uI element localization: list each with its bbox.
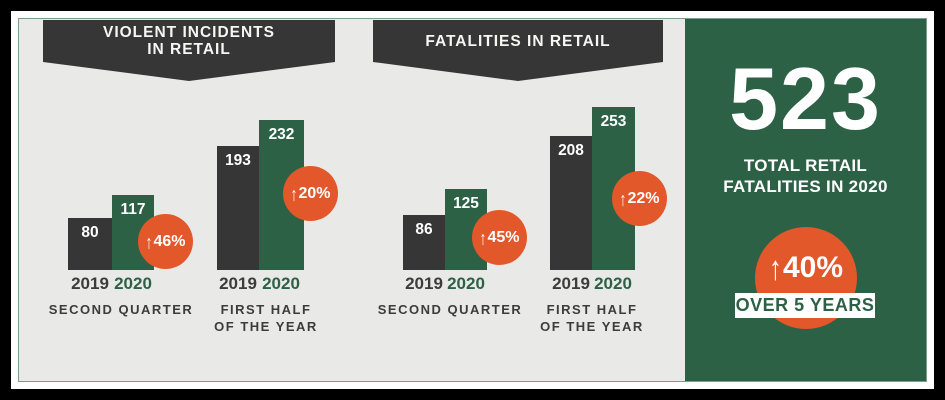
bar-value-label: 86 (415, 221, 433, 238)
year-label-2020: 2020 (447, 274, 485, 293)
total-fatalities-caption: TOTAL RETAIL FATALITIES IN 2020 (723, 156, 888, 196)
total-fatalities-number: 523 (729, 49, 882, 148)
change-badge-46pct: ↑ 46% (138, 214, 193, 269)
over-5-years-ribbon: OVER 5 YEARS (735, 293, 875, 318)
year-label-2020: 2020 (594, 274, 632, 293)
bar-value-label: 232 (268, 126, 295, 143)
up-arrow-icon: ↑ (145, 230, 153, 253)
change-badge-20pct: ↑ 20% (283, 166, 338, 221)
summary-panel: 523 TOTAL RETAIL FATALITIES IN 2020 ↑40%… (685, 19, 926, 381)
up-arrow-icon: ↑ (290, 182, 298, 205)
bar-value-label: 193 (225, 152, 251, 169)
infographic-content: VIOLENT INCIDENTS IN RETAIL FATALITIES I… (18, 18, 927, 382)
year-label-2019: 2019 (71, 274, 109, 293)
up-arrow-icon: ↑ (768, 248, 782, 288)
change-badge-22pct: ↑ 22% (612, 171, 667, 226)
bar-fatalities-2019-q2: 86 (403, 215, 445, 270)
chart-title-banner-fatalities: FATALITIES IN RETAIL (373, 20, 663, 81)
bar-violent-2019-q2: 80 (68, 218, 112, 270)
bar-value-label: 117 (120, 201, 146, 218)
change-badge-label: 20% (298, 184, 331, 202)
year-label-2019: 2019 (405, 274, 443, 293)
category-label-first-half: FIRST HALF OF THE YEAR (540, 302, 644, 334)
banner-title-line: VIOLENT INCIDENTS (102, 24, 275, 41)
category-label-second-quarter: SECOND QUARTER (377, 302, 523, 317)
up-arrow-icon: ↑ (619, 187, 627, 210)
bar-value-label: 253 (600, 113, 627, 130)
change-badge-label: 46% (153, 232, 186, 250)
category-label-first-half: FIRST HALF OF THE YEAR (214, 302, 318, 334)
bar-value-label: 80 (81, 224, 99, 241)
bar-value-label: 125 (453, 195, 479, 212)
change-badge-label: 45% (487, 228, 520, 246)
up-arrow-icon: ↑ (479, 226, 487, 249)
year-label-2020: 2020 (114, 274, 152, 293)
year-label-2019: 2019 (552, 274, 590, 293)
bar-value-label: 208 (558, 142, 584, 159)
banner-title-line: FATALITIES IN RETAIL (425, 32, 611, 50)
change-badge-45pct: ↑ 45% (472, 210, 527, 265)
banner-title-line: IN RETAIL (147, 41, 231, 58)
year-label-2020: 2020 (262, 274, 300, 293)
change-badge-label: 22% (627, 189, 660, 207)
category-label-second-quarter: SECOND QUARTER (48, 302, 194, 317)
five-year-change-percent: ↑40% (768, 248, 844, 288)
bar-fatalities-2019-h1: 208 (550, 136, 592, 270)
chart-title-banner-violent-incidents: VIOLENT INCIDENTS IN RETAIL (43, 20, 335, 81)
year-label-2019: 2019 (219, 274, 257, 293)
bar-violent-2019-h1: 193 (217, 146, 259, 270)
